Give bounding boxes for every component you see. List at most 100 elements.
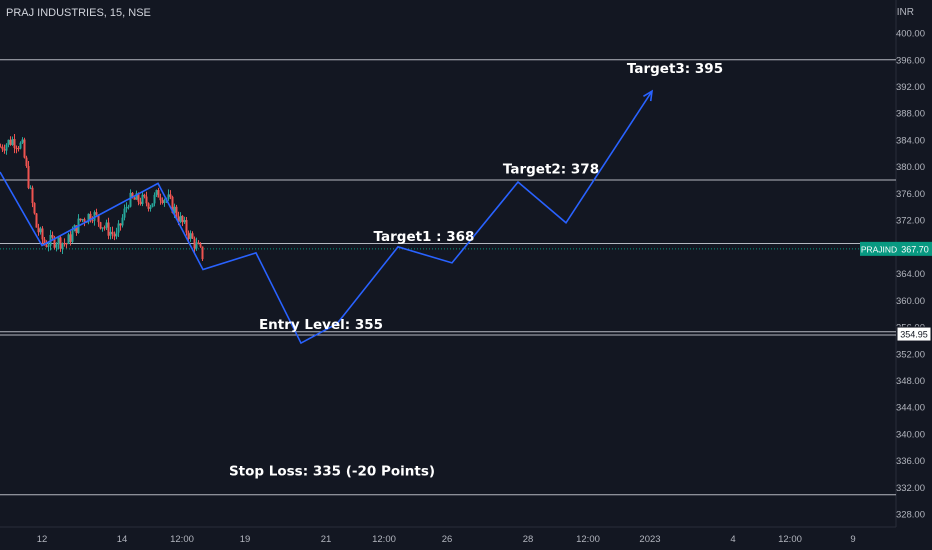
x-tick-label: 14 [117, 534, 128, 545]
y-tick-label: 328.00 [896, 510, 925, 521]
candle-body [35, 213, 38, 228]
candle-body [65, 243, 68, 245]
candle-body [121, 217, 124, 226]
x-tick-label: 12:00 [372, 534, 396, 545]
candle-body [7, 139, 10, 145]
y-tick-label: 332.00 [896, 483, 925, 494]
candle-body [47, 245, 50, 247]
candle-body [129, 192, 132, 207]
y-tick-label: 392.00 [896, 82, 925, 93]
candle-body [79, 218, 82, 221]
candle-body [107, 222, 110, 236]
current-price-tag: 367.70 [901, 244, 929, 254]
candle-body [53, 237, 56, 248]
candle-body [99, 222, 102, 229]
candle-body [75, 225, 78, 233]
candle-body [111, 231, 114, 235]
candle-body [147, 203, 150, 209]
candle-body [161, 200, 164, 203]
candle-body [155, 190, 158, 195]
candle-body [175, 206, 178, 217]
y-tick-label: 396.00 [896, 55, 925, 66]
x-tick-label: 21 [321, 534, 332, 545]
projection-arrowhead [643, 89, 654, 102]
symbol-title: PRAJ INDUSTRIES, 15, NSE [6, 7, 151, 19]
candle-body [143, 194, 146, 197]
candle-body [181, 215, 184, 223]
candle-body [169, 194, 172, 197]
candle-body [103, 227, 106, 229]
projection-path [0, 90, 653, 345]
x-tick-label: 26 [442, 534, 453, 545]
candle-body [141, 194, 144, 205]
y-tick-label: 384.00 [896, 135, 925, 146]
candle-body [15, 147, 18, 149]
x-tick-label: 28 [523, 534, 534, 545]
candle-body [13, 139, 16, 148]
candle-body [37, 227, 40, 233]
y-tick-label: 340.00 [896, 429, 925, 440]
x-tick-label: 2023 [639, 534, 660, 545]
x-tick-label: 12:00 [778, 534, 802, 545]
candle-body [127, 206, 130, 208]
candle-body [91, 220, 94, 222]
y-tick-label: 360.00 [896, 296, 925, 307]
entry-price-tag: 354.95 [900, 330, 928, 340]
candle-body [105, 222, 108, 228]
candle-body [45, 244, 48, 247]
candle-body [5, 144, 8, 151]
y-tick-label: 388.00 [896, 109, 925, 120]
y-tick-label: 380.00 [896, 162, 925, 173]
candle-body [27, 165, 30, 188]
candle-body [151, 203, 154, 208]
level-annotation: Entry Level: 355 [259, 317, 383, 333]
candle-body [71, 231, 74, 242]
candle-body [3, 149, 6, 151]
candle-body [23, 139, 26, 158]
candle-body [43, 239, 46, 245]
candle-body [163, 199, 166, 203]
symbol-tag-bg [860, 241, 898, 256]
candle-body [93, 212, 96, 221]
candle-body [69, 234, 72, 242]
y-tick-label: 348.00 [896, 376, 925, 387]
candle-body [21, 139, 24, 143]
candle-body [109, 231, 112, 236]
level-annotation: Target1 : 368 [374, 229, 475, 245]
candle-body [167, 194, 170, 199]
candle-body [101, 227, 104, 229]
candle-body [191, 233, 194, 239]
level-annotation: Target3: 395 [627, 61, 723, 77]
candle-body [51, 234, 54, 238]
candle-body [81, 219, 84, 221]
candle-body [159, 197, 162, 201]
candle-body [177, 216, 180, 222]
candle-body [179, 215, 182, 222]
candle-body [9, 139, 12, 145]
candle-body [25, 157, 28, 166]
candle-body [19, 142, 22, 149]
currency-label: INR [896, 7, 914, 18]
level-annotation: Stop Loss: 335 (-20 Points) [229, 463, 435, 479]
candle-body [131, 192, 134, 198]
candle-body [135, 193, 138, 200]
candle-body [185, 220, 188, 233]
candle-body [11, 139, 14, 145]
candle-body [137, 193, 140, 202]
symbol-tag-label: PRAJIND [861, 244, 897, 254]
candle-body [123, 208, 126, 218]
candle-body [113, 234, 116, 237]
candle-body [197, 242, 200, 244]
x-tick-label: 4 [730, 534, 735, 545]
candle-body [57, 237, 60, 245]
candle-body [183, 220, 186, 223]
candle-body [171, 196, 174, 213]
candle-body [17, 148, 20, 150]
candle-body [97, 214, 100, 223]
candle-body [149, 207, 152, 209]
candle-body [95, 212, 98, 215]
candle-body [189, 233, 192, 240]
candle-body [193, 238, 196, 249]
candle-body [195, 242, 198, 249]
